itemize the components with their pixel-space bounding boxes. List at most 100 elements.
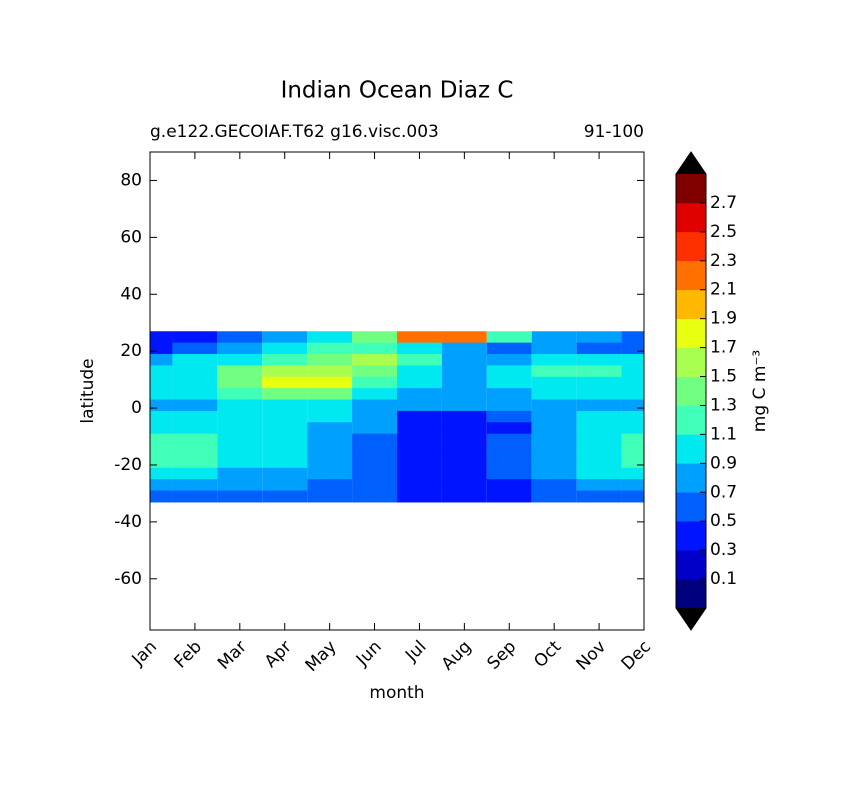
x-tick-label: Feb — [171, 637, 206, 672]
contour-cell — [441, 410, 487, 423]
contour-cell — [531, 365, 577, 378]
colorbar-band — [676, 463, 706, 493]
colorbar-tick-label: 1.3 — [710, 395, 737, 415]
y-tick-label: -20 — [114, 455, 142, 475]
contour-cell — [576, 399, 622, 412]
contour-cell — [217, 342, 263, 355]
contour-cell — [172, 479, 218, 492]
contour-cell — [217, 331, 263, 344]
contour-cell — [150, 388, 173, 401]
contour-cell — [576, 354, 622, 366]
contour-cell — [397, 399, 442, 412]
contour-cell — [262, 433, 308, 446]
colorbar-tick-label: 1.5 — [710, 367, 737, 387]
contour-cell — [262, 376, 308, 389]
contour-cell — [576, 365, 622, 378]
contour-cell — [352, 422, 397, 435]
contour-cell — [150, 479, 173, 492]
contour-cell — [172, 467, 218, 480]
colorbar-tick-label: 2.3 — [710, 251, 737, 271]
contour-cell — [576, 422, 622, 435]
colorbar-tick-label: 0.3 — [710, 540, 737, 560]
contour-cell — [576, 490, 622, 503]
contour-cell — [262, 410, 308, 423]
contour-cell — [486, 354, 532, 366]
colorbar-label: mg C m⁻³ — [750, 350, 770, 432]
contour-cell — [307, 388, 353, 401]
contour-cell — [621, 365, 644, 378]
chart-title: Indian Ocean Diaz C — [281, 78, 514, 104]
contour-cell — [150, 422, 173, 435]
contour-cell — [441, 388, 487, 401]
colorbar-extend — [676, 608, 706, 630]
contour-cell — [217, 410, 263, 423]
x-tick-label: Apr — [261, 637, 296, 672]
contour-cell — [531, 490, 577, 503]
contour-cell — [262, 445, 308, 457]
contour-cell — [576, 388, 622, 401]
contour-cell — [172, 365, 218, 378]
contour-cell — [217, 399, 263, 412]
contour-cell — [217, 479, 263, 492]
contour-cell — [352, 433, 397, 446]
contour-cell — [441, 433, 487, 446]
colorbar-band — [676, 550, 706, 580]
contour-cell — [576, 342, 622, 355]
contour-cell — [397, 376, 442, 389]
contour-cell — [531, 467, 577, 480]
contour-cell — [217, 445, 263, 457]
contour-cell — [307, 445, 353, 457]
contour-cell — [576, 410, 622, 423]
contour-cell — [397, 422, 442, 435]
y-tick-label: 20 — [120, 341, 142, 361]
contour-cell — [576, 445, 622, 457]
contour-cell — [172, 388, 218, 401]
contour-cell — [576, 467, 622, 480]
contour-cell — [307, 331, 353, 344]
contour-cell — [307, 399, 353, 412]
contour-cell — [621, 410, 644, 423]
colorbar-band — [676, 174, 706, 204]
contour-cell — [262, 467, 308, 480]
colorbar-band — [676, 260, 706, 291]
x-tick-label: Jul — [401, 637, 430, 666]
contour-cell — [531, 422, 577, 435]
y-tick-label: 40 — [120, 284, 142, 304]
contour-cell — [172, 433, 218, 446]
contour-cell — [397, 388, 442, 401]
contour-cell — [397, 342, 442, 355]
contour-cell — [150, 365, 173, 378]
colorbar-tick-label: 1.9 — [710, 309, 737, 329]
colorbar-tick-label: 2.5 — [710, 222, 737, 242]
contour-cell — [172, 331, 218, 344]
contour-cell — [621, 342, 644, 355]
contour-cell — [441, 354, 487, 366]
contour-cell — [621, 456, 644, 469]
contour-cell — [307, 365, 353, 378]
contour-cell — [307, 422, 353, 435]
contour-cell — [352, 479, 397, 492]
contour-cell — [621, 422, 644, 435]
contour-cell — [217, 422, 263, 435]
contour-cell — [150, 376, 173, 389]
contour-cell — [397, 467, 442, 480]
contour-cell — [217, 388, 263, 401]
contour-cell — [441, 422, 487, 435]
contour-cell — [576, 433, 622, 446]
colorbar-band — [676, 202, 706, 233]
contour-cell — [486, 410, 532, 423]
y-axis-label: latitude — [78, 358, 98, 423]
contour-cell — [307, 354, 353, 366]
contour-cell — [150, 456, 173, 469]
plot-frame — [149, 151, 645, 631]
contour-cell — [486, 479, 532, 492]
contour-cell — [352, 410, 397, 423]
contour-cell — [441, 479, 487, 492]
contour-cell — [441, 331, 487, 344]
contour-cell — [217, 354, 263, 366]
contour-cell — [441, 376, 487, 389]
contour-cell — [531, 342, 577, 355]
contour-cell — [352, 399, 397, 412]
contour-cell — [307, 433, 353, 446]
